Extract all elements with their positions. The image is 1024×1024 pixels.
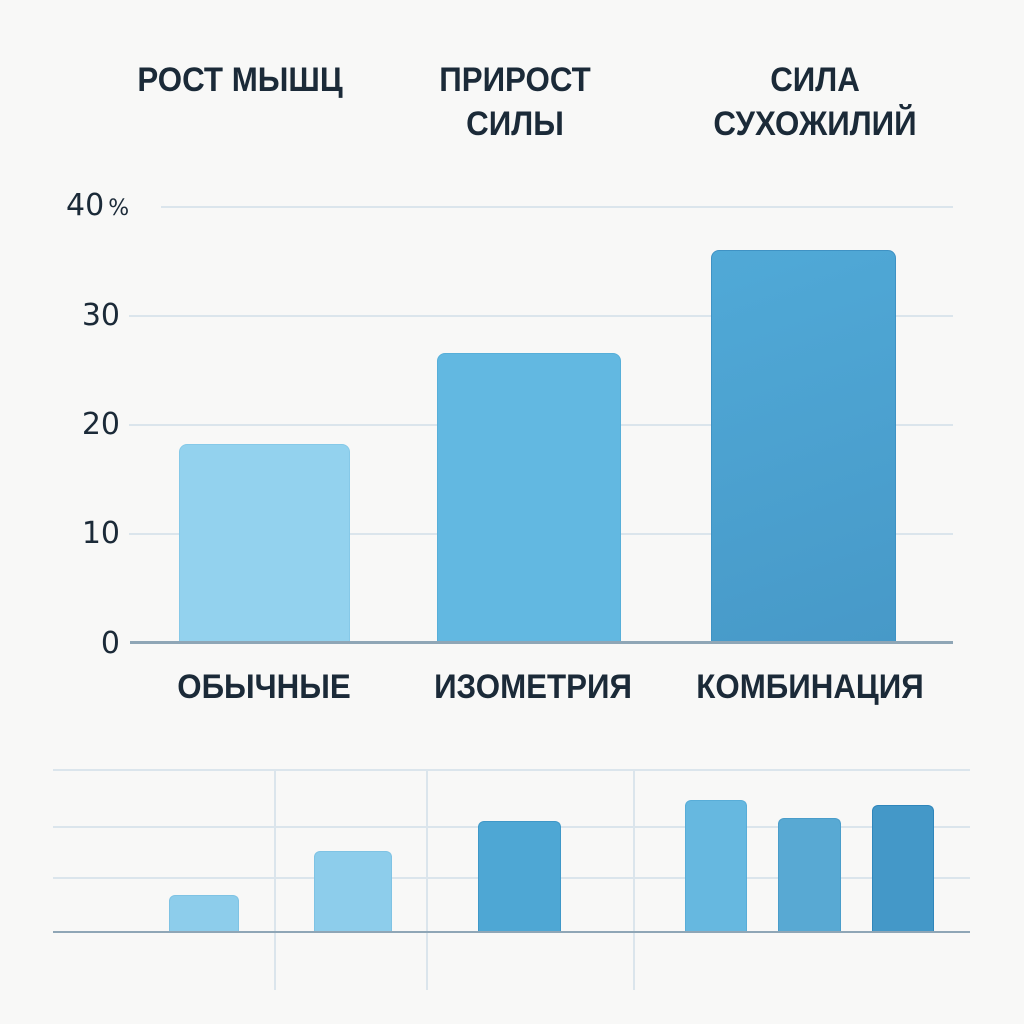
y-tick-30: 30 (81, 298, 120, 333)
mini-divider-3 (633, 770, 635, 990)
y-tick-40-label: 40 (66, 188, 105, 223)
x-label-isometric: ИЗОМЕТРИЯ (434, 668, 632, 706)
mini-bar-6 (872, 805, 934, 932)
header-tendon-strength: СИЛА СУХОЖИЛИЙ (713, 61, 917, 143)
x-label-regular: ОБЫЧНЫЕ (177, 668, 351, 706)
bar-combination (711, 250, 896, 642)
bar-regular (179, 444, 350, 642)
gridline-40 (161, 206, 953, 208)
mini-bar-3 (478, 821, 561, 932)
bar-isometric (437, 353, 621, 642)
mini-bar-5 (778, 818, 841, 932)
y-tick-percent-sign: % (108, 196, 130, 221)
mini-bar-1 (169, 895, 239, 932)
mini-divider-1 (274, 770, 276, 990)
gridline-30 (129, 315, 953, 317)
y-tick-40: 40% (40, 188, 176, 227)
x-axis-line (130, 641, 953, 644)
mini-divider-2 (426, 770, 428, 990)
y-tick-0: 0 (100, 626, 120, 661)
mini-gridline-top (53, 769, 970, 771)
x-label-combination: КОМБИНАЦИЯ (696, 668, 924, 706)
y-tick-20: 20 (81, 407, 120, 442)
header-muscle-growth: РОСТ МЫШЦ (137, 61, 343, 99)
mini-x-axis-line (53, 931, 970, 933)
mini-bar-4 (685, 800, 747, 932)
y-tick-10: 10 (81, 516, 120, 551)
mini-bar-2 (314, 851, 392, 932)
header-strength-gain: ПРИРОСТ СИЛЫ (439, 61, 591, 143)
